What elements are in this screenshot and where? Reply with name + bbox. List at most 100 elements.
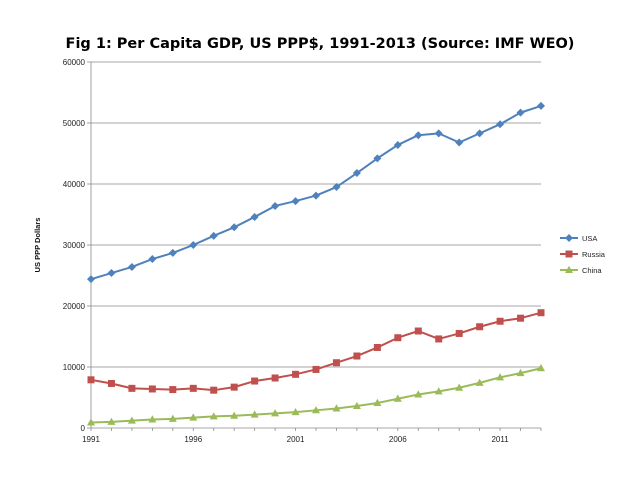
y-tick-label: 20000 — [63, 302, 86, 311]
data-point-china — [455, 383, 464, 391]
data-point-usa — [393, 140, 402, 149]
data-point-russia — [210, 386, 218, 394]
data-point-usa — [168, 248, 177, 257]
y-tick-label: 40000 — [63, 180, 86, 189]
data-point-china — [271, 409, 280, 417]
series-china — [87, 364, 545, 426]
data-point-russia — [455, 329, 463, 337]
data-point-russia — [353, 352, 361, 360]
data-point-usa — [414, 131, 423, 140]
y-tick-label: 10000 — [63, 363, 86, 372]
x-tick-label: 1991 — [82, 435, 100, 444]
y-axis-ticks: 0 10000 20000 30000 40000 50000 60000 — [63, 58, 86, 433]
data-point-china — [209, 412, 218, 420]
data-point-usa — [87, 275, 95, 284]
data-point-russia — [517, 314, 525, 322]
data-point-usa — [189, 241, 198, 249]
data-point-china — [230, 411, 239, 419]
data-point-china — [332, 404, 341, 412]
data-point-usa — [352, 169, 361, 178]
data-point-russia — [537, 309, 545, 317]
data-point-china — [516, 368, 525, 377]
data-point-china — [475, 378, 484, 386]
chart-title: Fig 1: Per Capita GDP, US PPP$, 1991-201… — [66, 36, 575, 52]
y-tick-label: 30000 — [63, 241, 86, 250]
series-line-russia — [90, 311, 542, 392]
data-point-china — [127, 416, 136, 424]
data-point-usa — [107, 269, 116, 278]
data-point-usa — [434, 129, 443, 138]
data-point-russia — [189, 384, 197, 392]
legend-label: USA — [582, 234, 597, 243]
legend-swatch-marker — [565, 250, 573, 258]
x-tick-label: 1996 — [184, 435, 202, 444]
data-point-china — [352, 401, 361, 410]
data-point-usa — [537, 101, 545, 110]
data-point-usa — [250, 212, 259, 221]
data-point-usa — [475, 129, 484, 138]
legend-label: Russia — [582, 250, 606, 259]
data-point-china — [393, 394, 402, 402]
legend-label: China — [582, 266, 602, 275]
data-point-china — [148, 415, 157, 423]
data-point-russia — [496, 317, 504, 325]
data-point-usa — [373, 154, 382, 163]
data-point-russia — [251, 377, 259, 385]
axes — [87, 61, 542, 431]
data-point-china — [312, 406, 320, 414]
data-point-usa — [516, 108, 525, 117]
data-point-russia — [332, 359, 340, 367]
x-axis-ticks: 1991 1996 2001 2006 2011 — [82, 435, 509, 444]
data-point-usa — [148, 255, 157, 264]
data-point-russia — [476, 323, 484, 331]
data-point-usa — [230, 223, 239, 232]
data-point-china — [496, 373, 505, 381]
data-point-russia — [271, 374, 279, 382]
data-point-russia — [230, 383, 238, 391]
data-point-russia — [435, 335, 443, 343]
data-point-usa — [332, 183, 341, 192]
legend-swatch-marker — [565, 265, 573, 273]
data-point-china — [434, 387, 443, 395]
data-point-russia — [373, 343, 381, 351]
y-tick-label: 0 — [81, 424, 86, 433]
data-point-china — [189, 413, 198, 421]
series-line-china — [90, 367, 542, 424]
y-tick-label: 60000 — [63, 58, 86, 67]
data-point-usa — [496, 120, 505, 129]
legend-swatch-marker — [565, 234, 573, 242]
data-point-russia — [414, 327, 422, 335]
data-point-china — [537, 364, 545, 372]
data-point-china — [373, 398, 382, 406]
data-point-russia — [169, 386, 177, 394]
x-tick-label: 2011 — [491, 435, 509, 444]
data-point-russia — [128, 384, 136, 392]
legend: USA Russia China — [560, 234, 606, 275]
data-point-usa — [209, 231, 218, 240]
data-point-china — [291, 407, 300, 416]
data-point-china — [107, 417, 116, 425]
data-point-russia — [107, 379, 115, 387]
data-point-russia — [87, 376, 95, 384]
legend-item-usa: USA — [560, 234, 597, 243]
data-point-usa — [271, 201, 280, 210]
x-tick-label: 2001 — [287, 435, 305, 444]
y-tick-label: 50000 — [63, 119, 86, 128]
data-point-russia — [312, 365, 320, 373]
data-point-usa — [455, 138, 464, 147]
data-point-russia — [148, 385, 156, 393]
gridlines — [91, 61, 541, 368]
series-russia — [87, 309, 545, 394]
data-point-usa — [127, 262, 136, 271]
data-point-russia — [292, 370, 300, 378]
data-point-russia — [394, 334, 402, 342]
y-axis-label: US PPP Dollars — [33, 218, 42, 273]
series-group — [87, 101, 545, 426]
data-point-china — [250, 410, 259, 418]
data-point-china — [87, 418, 95, 426]
data-point-usa — [312, 191, 320, 200]
legend-item-russia: Russia — [560, 250, 606, 259]
data-point-usa — [291, 197, 300, 206]
legend-item-china: China — [560, 265, 602, 275]
